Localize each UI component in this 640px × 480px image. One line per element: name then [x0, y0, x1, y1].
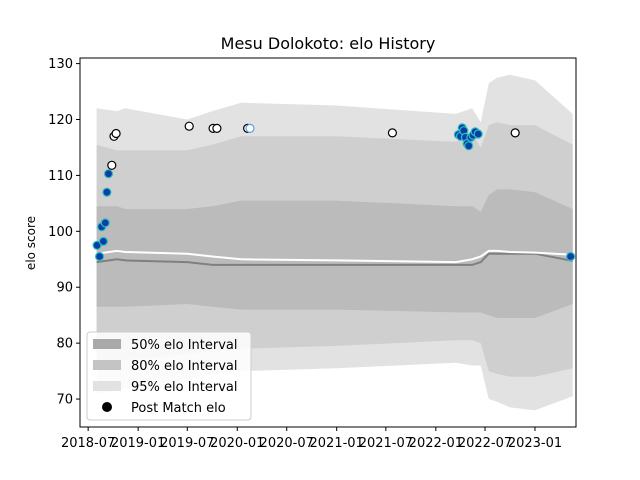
band-50 [96, 189, 573, 318]
legend-swatch [93, 360, 121, 370]
y-tick-label: 70 [56, 393, 73, 408]
x-tick-label: 2019-07 [160, 436, 214, 451]
legend-swatch [93, 381, 121, 391]
post-match-point [473, 129, 483, 139]
post-match-point [100, 218, 110, 228]
post-match-point [98, 236, 109, 246]
post-match-point [107, 160, 117, 170]
y-tick-label: 120 [48, 113, 73, 128]
x-tick-label: 2019-01 [111, 436, 165, 451]
interval-bands [96, 74, 573, 411]
median-line [96, 252, 573, 266]
chart-title: Mesu Dolokoto: elo History [221, 34, 436, 53]
legend-box [86, 331, 252, 421]
legend-marker [102, 402, 112, 412]
x-tick-label: 2018-07 [61, 436, 115, 451]
x-tick-label: 2021-07 [359, 436, 413, 451]
post-match-point [103, 169, 114, 179]
post-match-point [565, 251, 576, 262]
post-match-point [212, 123, 222, 133]
x-axis-ticks: 2018-072019-012019-072020-012020-072021-… [61, 427, 562, 451]
post-match-point [184, 121, 194, 131]
mean-line [96, 249, 573, 264]
legend: 50% elo Interval 80% elo Interval 95% elo … [86, 331, 252, 421]
y-tick-label: 80 [56, 337, 73, 352]
trend-lines [96, 249, 573, 266]
post-match-point [464, 141, 474, 151]
post-match-point [111, 128, 121, 139]
legend-label: 80% elo Interval [131, 359, 238, 374]
x-tick-label: 2020-07 [260, 436, 314, 451]
x-tick-label: 2020-01 [210, 436, 264, 451]
y-axis-ticks: 70 80 90 100 110 120 130 [48, 57, 80, 408]
x-tick-label: 2022-01 [409, 436, 463, 451]
legend-swatch [93, 339, 121, 349]
y-tick-label: 100 [48, 225, 73, 240]
post-match-point [387, 128, 397, 138]
legend-label: 50% elo Interval [131, 338, 238, 353]
legend-label: 95% elo Interval [131, 380, 238, 395]
post-match-point [102, 187, 112, 197]
y-tick-label: 110 [48, 169, 73, 184]
x-tick-label: 2022-07 [458, 436, 512, 451]
x-tick-label: 2023-01 [508, 436, 562, 451]
x-tick-label: 2021-01 [310, 436, 364, 451]
plot-frame [79, 57, 577, 428]
post-match-points [92, 121, 576, 262]
y-tick-label: 90 [56, 281, 73, 296]
post-match-point [245, 123, 255, 133]
post-match-point [94, 251, 105, 262]
y-axis-label: elo score [24, 216, 38, 270]
legend-label: Post Match elo [131, 401, 226, 416]
y-tick-label: 130 [48, 57, 73, 72]
post-match-point [510, 128, 520, 138]
